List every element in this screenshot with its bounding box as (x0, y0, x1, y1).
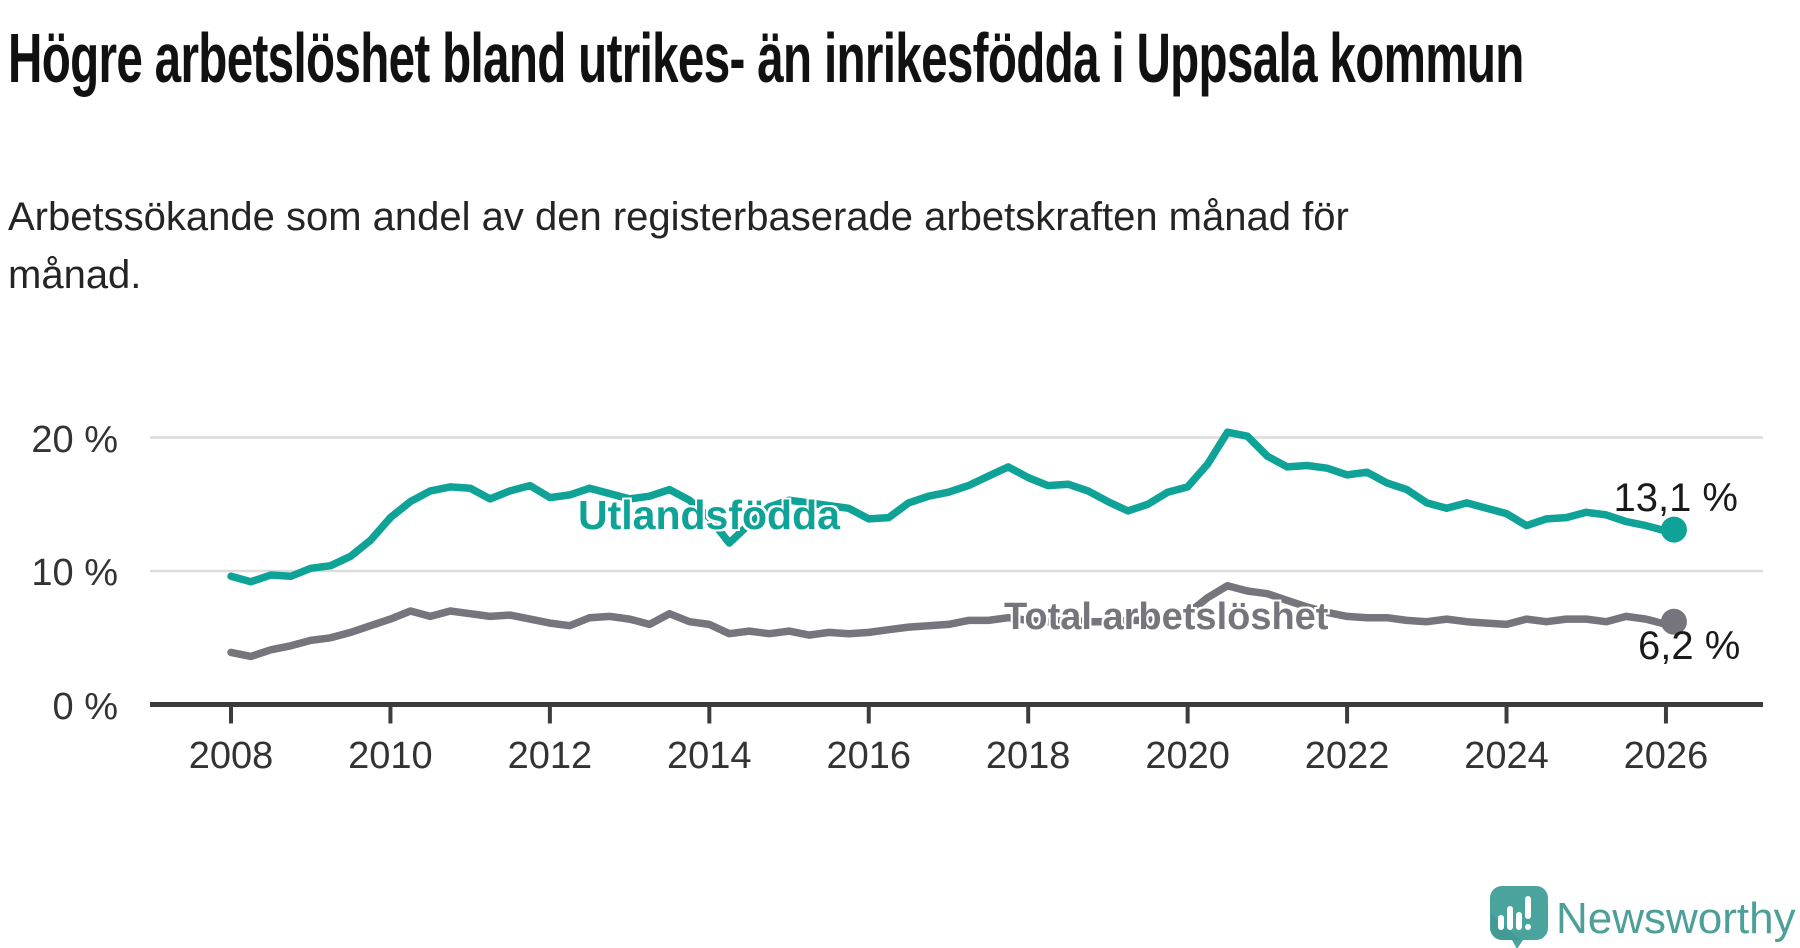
newsworthy-brand-text: Newsworthy (1556, 894, 1796, 943)
end-value-label-total: 6,2 % (1638, 624, 1741, 668)
y-axis-label-10: 10 % (31, 552, 118, 594)
x-axis-label-2022: 2022 (1304, 734, 1390, 777)
x-axis-label-2012: 2012 (507, 734, 593, 777)
end-value-label-utlandsfodda: 13,1 % (1613, 476, 1738, 520)
y-axis-label-20: 20 % (31, 418, 118, 461)
x-axis-label-2024: 2024 (1464, 734, 1549, 777)
x-axis-label-2008: 2008 (188, 734, 274, 777)
x-axis-label-2014: 2014 (667, 734, 752, 777)
x-axis-label-2018: 2018 (985, 734, 1071, 777)
chart-title: Högre arbetslöshet bland utrikes- än inr… (8, 19, 1524, 97)
newsworthy-logo-icon (1490, 886, 1548, 948)
chart-subtitle: Arbetssökande som andel av den registerb… (8, 195, 1349, 297)
end-dot-total (1660, 608, 1687, 635)
y-axis-label-0: 0 % (52, 685, 118, 728)
series-label-total-arbetsloshet: Total arbetslöshet (1004, 596, 1329, 638)
series-label-utlandsfodda: Utlandsfödda (578, 492, 840, 538)
x-axis-label-2020: 2020 (1145, 734, 1230, 777)
line-series-utlandsfodda (227, 428, 1678, 586)
x-axis-label-2016: 2016 (826, 734, 912, 777)
x-axis-label-2026: 2026 (1623, 734, 1709, 777)
end-dot-utlandsfodda (1660, 516, 1687, 543)
line-series-total (227, 581, 1678, 661)
x-axis-label-2010: 2010 (348, 734, 433, 777)
